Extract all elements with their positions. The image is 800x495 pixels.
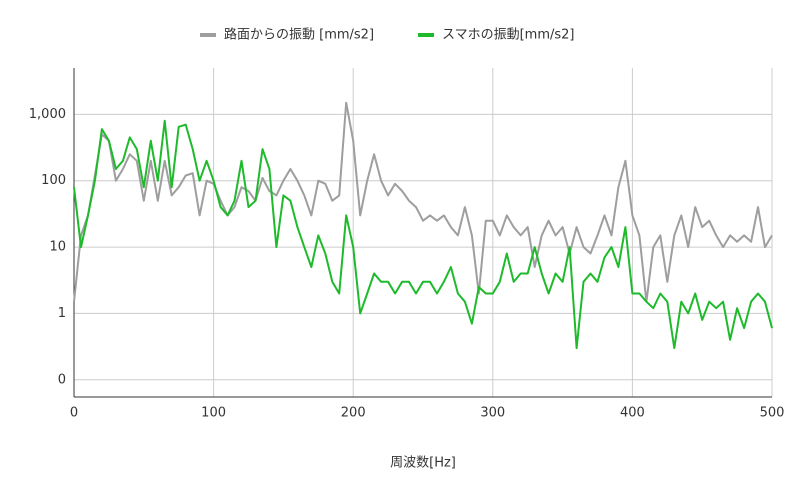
series-line [73,119,773,350]
y-tick-label: 0 [58,372,66,387]
x-tick-label: 400 [620,406,645,421]
x-tick-label: 300 [480,406,505,421]
y-tick-label: 10 [49,240,66,255]
y-tick-label: 100 [41,173,66,188]
y-tick-label: 1,000 [29,107,66,122]
legend-label: スマホの振動[mm/s2] [442,28,575,43]
y-tick-label: 1 [58,306,66,321]
x-tick-label: 200 [341,406,366,421]
x-tick-label: 0 [70,406,78,421]
x-axis-title: 周波数[Hz] [390,456,456,471]
series-line [73,101,773,303]
x-tick-label: 500 [760,406,785,421]
legend-label: 路面からの振動 [mm/s2] [224,27,374,43]
x-tick-label: 100 [201,406,226,421]
